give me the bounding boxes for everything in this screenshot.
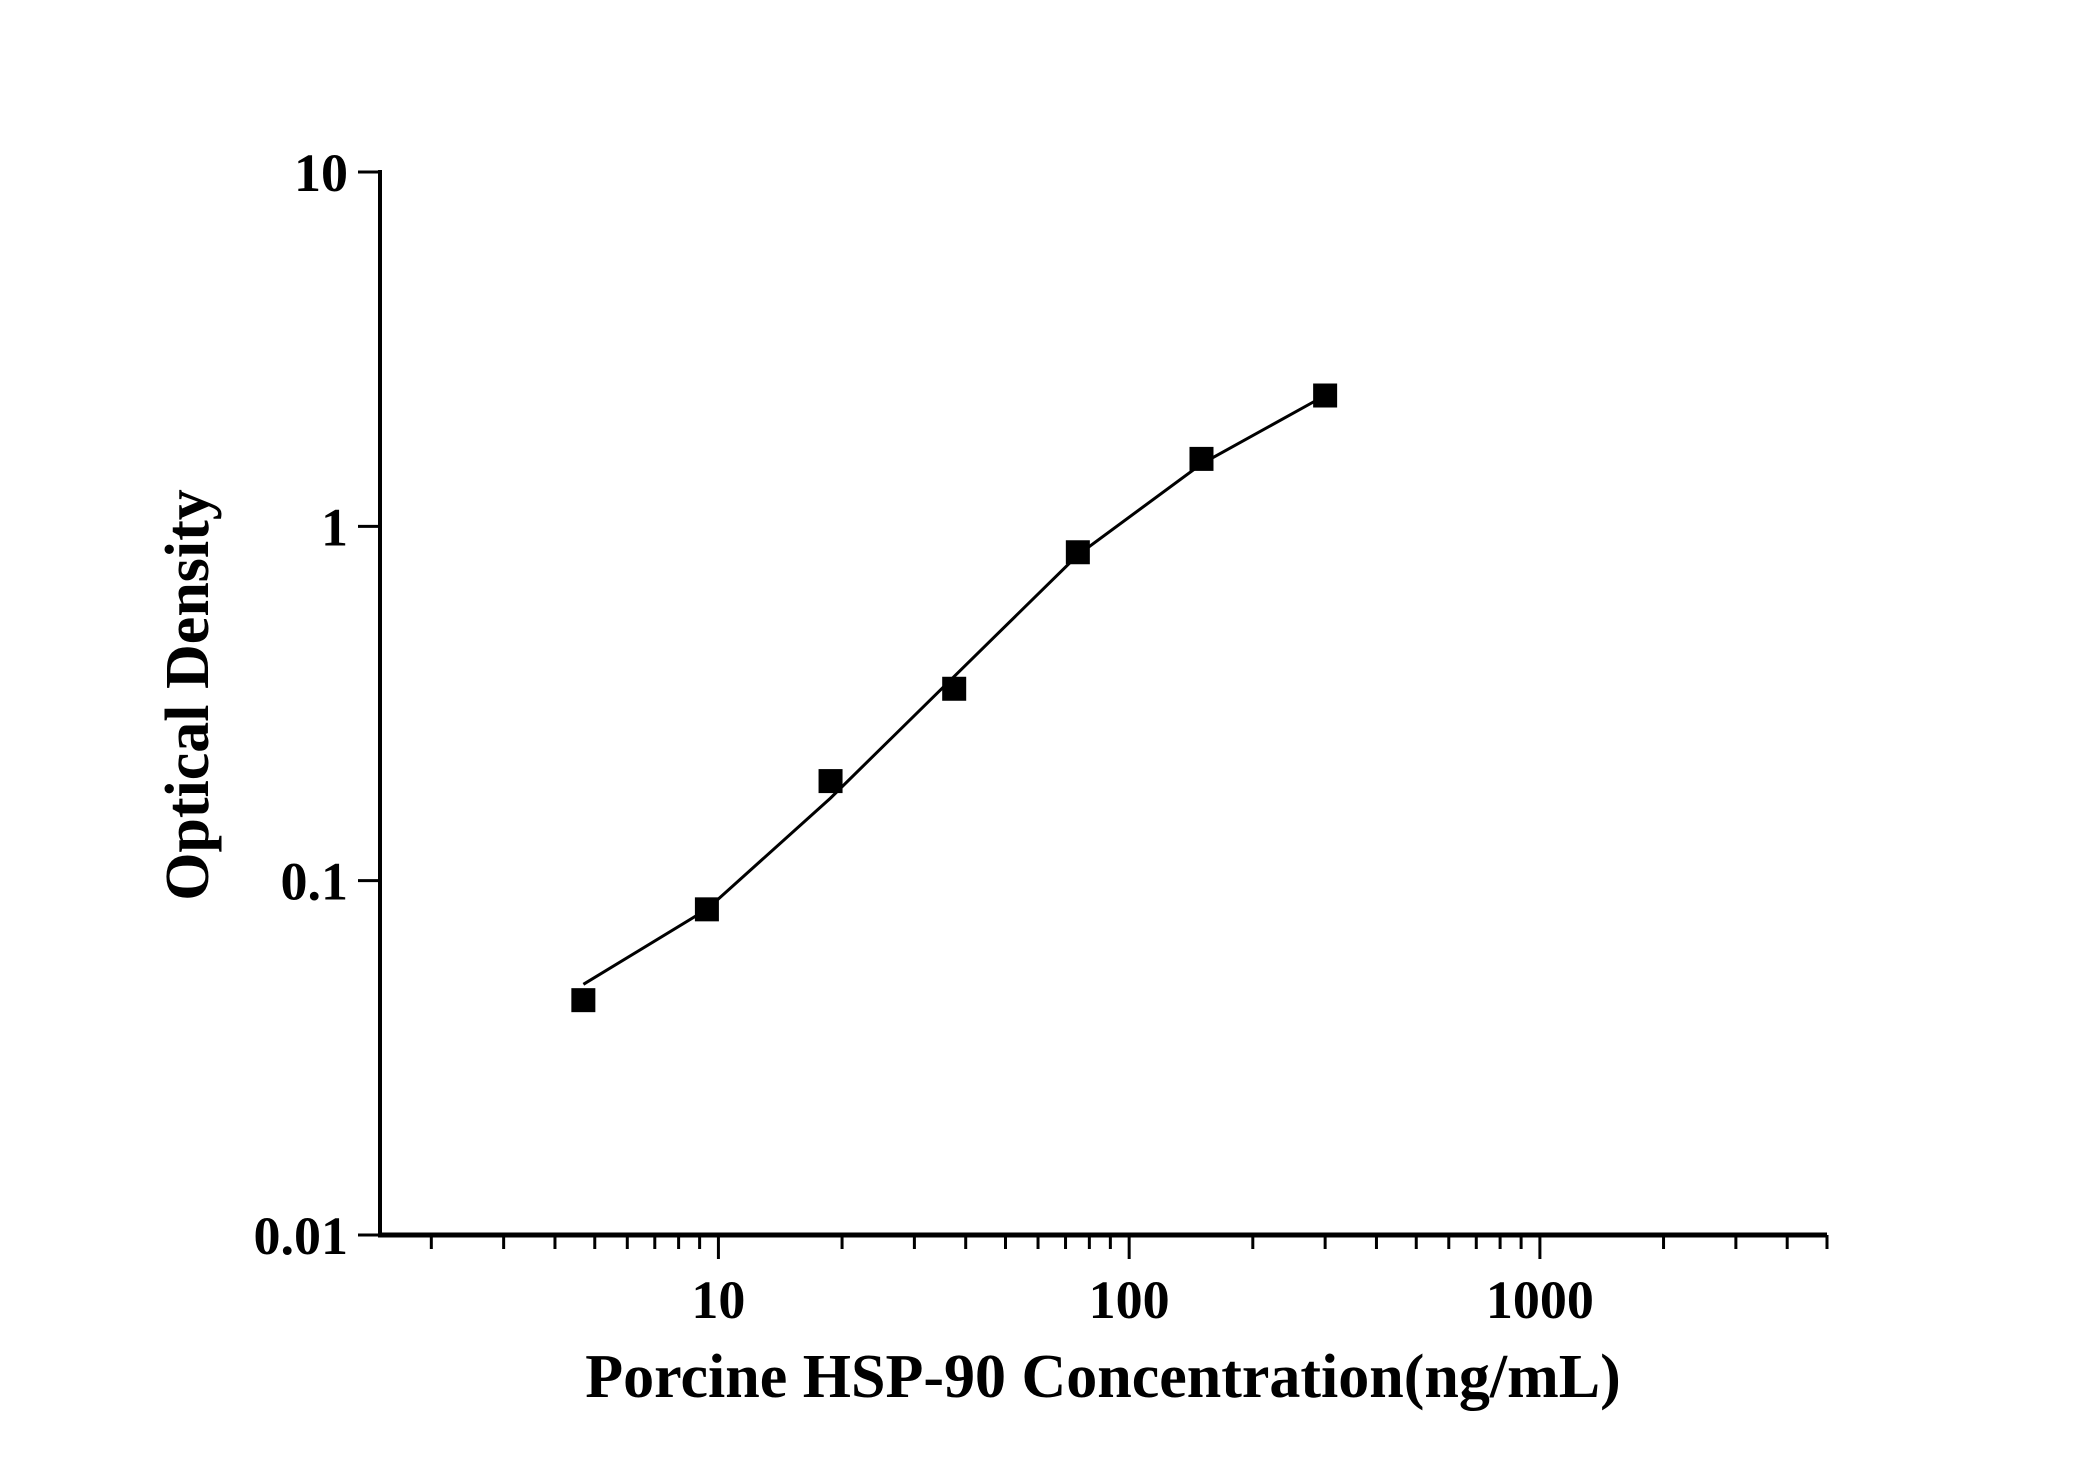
y-tick-label: 0.1 <box>281 852 349 912</box>
x-tick-label: 10 <box>691 1270 745 1330</box>
data-point <box>571 988 596 1013</box>
data-points <box>571 383 1338 1013</box>
y-tick-label: 0.01 <box>254 1206 349 1266</box>
data-point <box>942 676 967 701</box>
y-tick-label: 10 <box>294 143 348 203</box>
x-tick-label: 1000 <box>1486 1270 1594 1330</box>
x-axis-label: Porcine HSP-90 Concentration(ng/mL) <box>585 1343 1621 1411</box>
y-tick-label: 1 <box>321 497 348 557</box>
axes <box>378 170 1827 1238</box>
data-point <box>818 769 843 794</box>
x-tick-label: 100 <box>1089 1270 1170 1330</box>
data-point <box>1189 446 1214 471</box>
y-axis-label: Optical Density <box>154 489 222 901</box>
ticks: 10 100 1000 0.01 0.1 1 10 <box>254 143 1829 1330</box>
data-point <box>1313 383 1338 408</box>
data-point <box>694 897 719 922</box>
data-point <box>1065 540 1090 565</box>
